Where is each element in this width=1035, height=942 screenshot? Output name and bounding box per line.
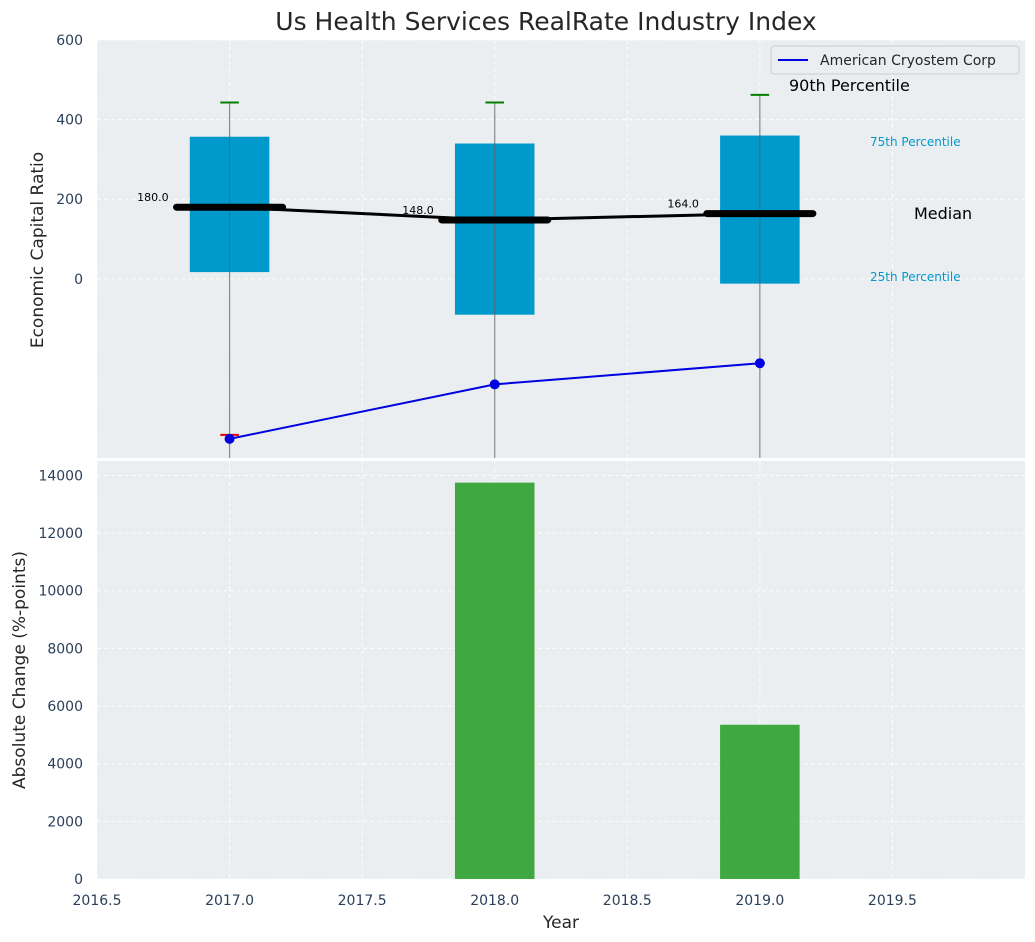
median-value-label: 148.0 [402,204,434,217]
bottom-y-tick-label: 12000 [38,526,83,542]
bottom-chart-marks [454,482,800,879]
legend: American Cryostem Corp [770,45,1020,75]
bottom-plot-area [97,461,1025,879]
top-y-axis-label: Economic Capital Ratio [28,152,48,348]
change-bar [454,482,535,879]
bottom-y-axis-label: Absolute Change (%-points) [10,551,30,789]
x-tick-label: 2016.5 [73,893,122,909]
median-annotation: Median [914,204,972,223]
axis-ticks: 2016.5 2017.0 2017.5 2018.0 2018.5 2019.0 2019… [38,33,916,909]
bottom-grid [96,461,1025,880]
bottom-y-tick-label: 2000 [47,814,83,830]
bottom-y-tick-label: 8000 [47,641,83,657]
series-point [224,433,235,444]
median-value-label: 180.0 [137,191,169,204]
x-tick-label: 2018.0 [470,893,519,909]
bottom-y-tick-label: 0 [74,872,83,888]
x-tick-label: 2018.5 [603,893,652,909]
x-tick-label: 2017.5 [338,893,387,909]
p90-annotation: 90th Percentile [789,76,910,95]
chart-title: Us Health Services RealRate Industry Ind… [275,7,816,36]
p25-annotation: 25th Percentile [870,270,961,284]
legend-entry-label: American Cryostem Corp [820,53,996,69]
top-y-tick-label: 0 [74,272,83,288]
bottom-y-tick-label: 14000 [38,468,83,484]
top-chart-marks: 180.0 148.0 164.0 [137,93,817,458]
series-point [754,358,765,369]
series-point [489,379,500,390]
change-bar [720,724,800,879]
median-value-label: 164.0 [667,198,699,211]
top-y-tick-label: 400 [56,113,83,129]
x-axis-label: Year [542,913,579,933]
x-tick-label: 2017.0 [205,893,254,909]
legend-box [770,45,1020,75]
x-tick-label: 2019.5 [868,893,917,909]
p75-annotation: 75th Percentile [870,135,961,149]
top-y-tick-label: 600 [56,33,83,49]
bottom-y-tick-label: 4000 [47,757,83,773]
bottom-y-tick-label: 10000 [38,584,83,600]
top-y-tick-label: 200 [56,192,83,208]
bottom-y-tick-label: 6000 [47,699,83,715]
x-tick-label: 2019.0 [735,893,784,909]
